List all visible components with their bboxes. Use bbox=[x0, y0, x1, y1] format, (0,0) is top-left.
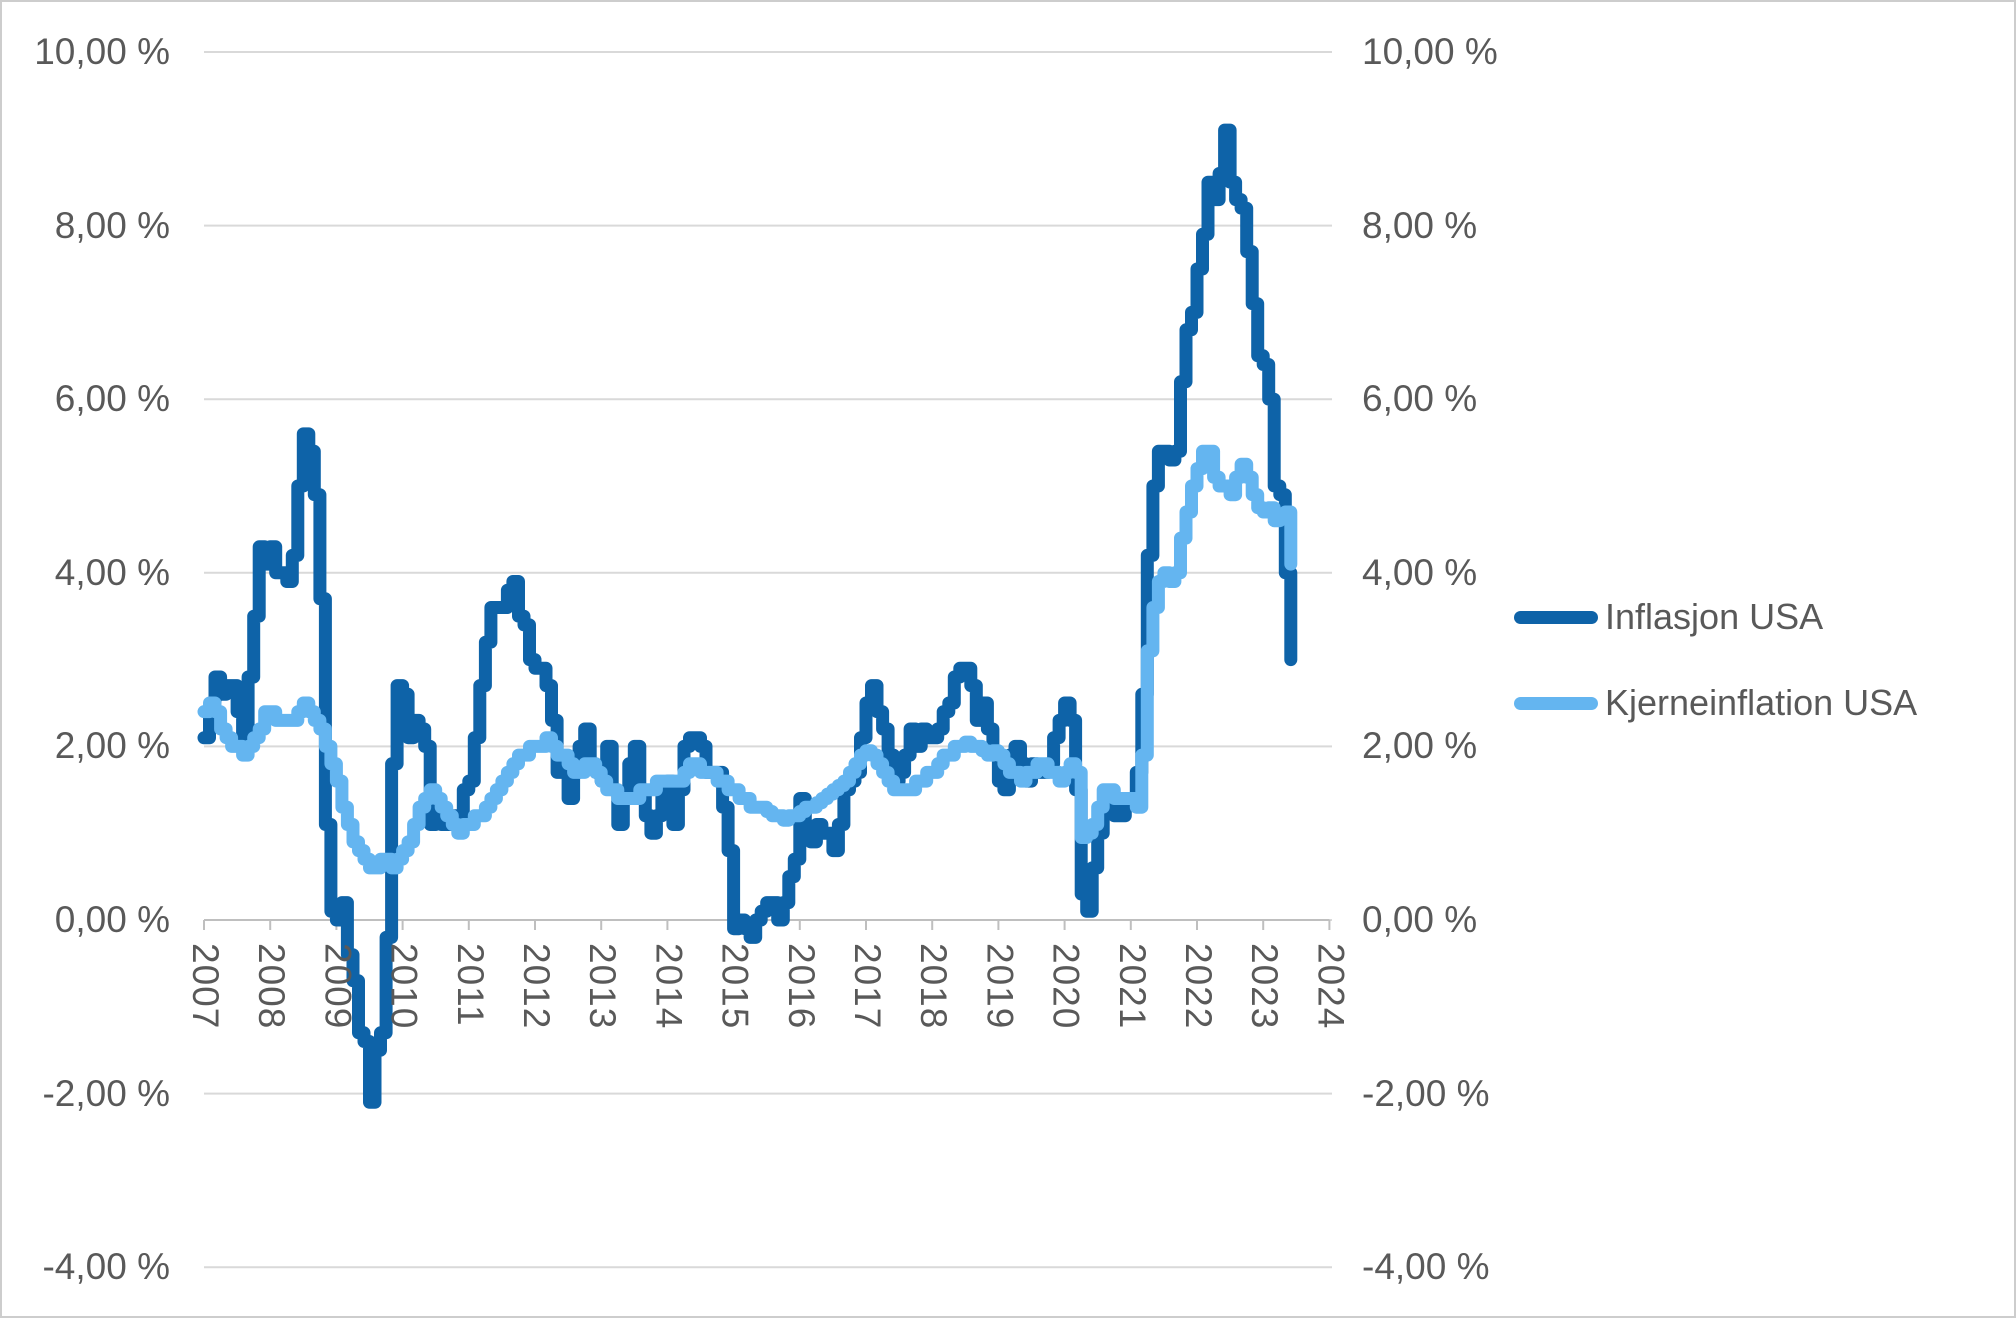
x-axis-label-2011: 2011 bbox=[449, 943, 491, 1027]
x-axis-label-2018: 2018 bbox=[913, 943, 955, 1030]
y-axis-label-left-10: 10,00 % bbox=[34, 31, 170, 72]
legend-marker-inflasjon-usa bbox=[1514, 610, 1598, 624]
x-axis-label-2020: 2020 bbox=[1045, 943, 1087, 1030]
legend: Inflasjon USA Kjerneinflation USA bbox=[1514, 596, 1917, 724]
y-axis-label-right-2: 2,00 % bbox=[1362, 725, 1478, 767]
series-line-kjerneinflation-usa[interactable] bbox=[197, 444, 1298, 875]
x-axis-label-2012: 2012 bbox=[516, 943, 557, 1030]
y-axis-label-right--2: -2,00 % bbox=[1362, 1072, 1490, 1114]
y-axis-label-left-0: 0,00 % bbox=[54, 899, 170, 940]
legend-label-kjerneinflation-usa: Kjerneinflation USA bbox=[1605, 682, 1918, 723]
x-axis-label-2021: 2021 bbox=[1111, 943, 1153, 1030]
x-axis-label-2009: 2009 bbox=[317, 943, 359, 1030]
x-axis-label-2013: 2013 bbox=[582, 943, 624, 1030]
y-axis-label-right-6: 6,00 % bbox=[1362, 378, 1478, 420]
x-axis-label-2017: 2017 bbox=[847, 943, 888, 1030]
y-axis-label-left-4: 4,00 % bbox=[54, 551, 170, 593]
legend-item-inflasjon-usa[interactable]: Inflasjon USA bbox=[1514, 596, 1917, 638]
y-axis-label-left-2: 2,00 % bbox=[54, 725, 170, 767]
x-axis-label-2007: 2007 bbox=[185, 943, 226, 1030]
x-axis-label-2019: 2019 bbox=[979, 943, 1021, 1030]
x-axis-label-2008: 2008 bbox=[251, 943, 293, 1030]
y-axis-label-right-0: 0,00 % bbox=[1362, 899, 1478, 940]
x-axis-label-2014: 2014 bbox=[648, 943, 690, 1030]
y-axis-label-right--4: -4,00 % bbox=[1362, 1246, 1490, 1288]
y-axis-label-right-4: 4,00 % bbox=[1362, 551, 1478, 593]
y-axis-label-left-6: 6,00 % bbox=[54, 378, 170, 420]
y-axis-label-right-8: 8,00 % bbox=[1362, 204, 1478, 246]
y-axis-label-right-10: 10,00 % bbox=[1362, 31, 1498, 72]
x-axis-label-2023: 2023 bbox=[1244, 943, 1286, 1030]
legend-item-kjerneinflation-usa[interactable]: Kjerneinflation USA bbox=[1514, 682, 1917, 724]
legend-marker-kjerneinflation-usa bbox=[1514, 696, 1598, 710]
y-axis-label-left-8: 8,00 % bbox=[54, 204, 170, 246]
x-axis-label-2022: 2022 bbox=[1178, 943, 1219, 1030]
x-axis-label-2010: 2010 bbox=[383, 943, 425, 1030]
legend-label-inflasjon-usa: Inflasjon USA bbox=[1605, 596, 1824, 637]
y-axis-label-left--2: -2,00 % bbox=[42, 1072, 170, 1114]
y-axis-label-left--4: -4,00 % bbox=[42, 1246, 170, 1288]
x-axis-label-2024: 2024 bbox=[1310, 943, 1352, 1030]
x-axis-label-2015: 2015 bbox=[714, 943, 756, 1030]
x-axis-label-2016: 2016 bbox=[780, 943, 822, 1030]
